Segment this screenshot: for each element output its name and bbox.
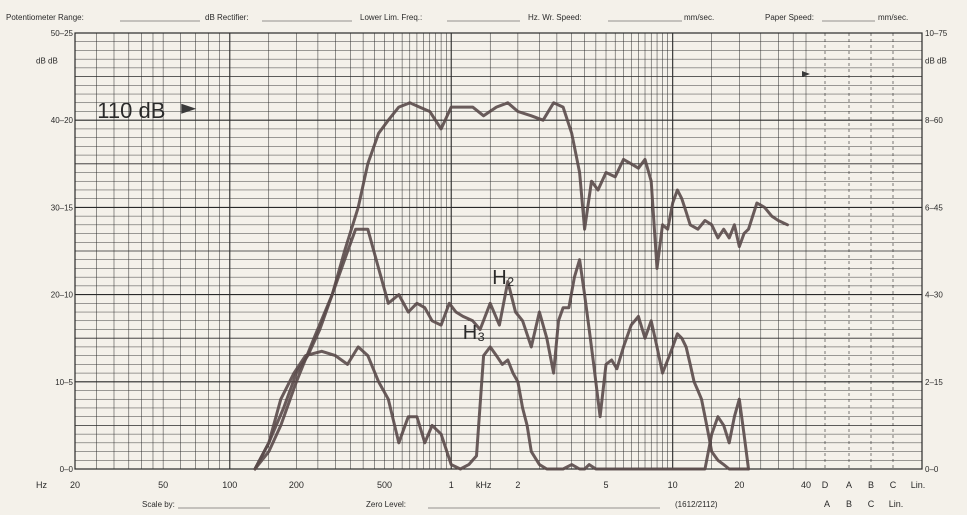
header-paper-speed: Paper Speed: [765, 13, 814, 22]
header-lower-lim-freq: Lower Lim. Freq.: [360, 13, 422, 22]
chart-grid [74, 32, 923, 470]
y-tick-label-left: 20–10 [51, 291, 74, 300]
x-tick-label: 20 [70, 480, 80, 490]
annotation-harmonic-label: H₃ [463, 322, 486, 344]
chart-annotations: 110 dB H₂ H₃ [97, 71, 810, 344]
x-tick-label: 2 [515, 480, 520, 490]
y-tick-label-right: 10–75 [925, 29, 948, 38]
weighting-label-bottom: C [868, 499, 875, 509]
series-line-2 [253, 227, 750, 471]
y-unit-right: dB dB [925, 57, 947, 66]
y-tick-label-left: 50–25 [51, 29, 74, 38]
x-tick-label: 10 [668, 480, 678, 490]
y-tick-label-right: 0–0 [925, 465, 939, 474]
weighting-label-bottom: A [824, 499, 830, 509]
weighting-label-bottom: Lin. [889, 499, 904, 509]
weighting-label-bottom: B [846, 499, 852, 509]
header-wr-speed-unit: mm/sec. [684, 13, 714, 22]
x-tick-label: 200 [289, 480, 304, 490]
x-tick-label: 100 [222, 480, 237, 490]
y-tick-label-left: 40–20 [51, 116, 74, 125]
x-tick-label: 5 [604, 480, 609, 490]
weighting-label-top: C [890, 480, 897, 490]
footer-code: (1612/2112) [675, 500, 718, 509]
annotation-harmonic-label: H₂ [492, 267, 514, 289]
y-tick-label-left: 0–0 [60, 465, 74, 474]
series-line-3 [253, 345, 750, 471]
y-tick-label-right: 2–15 [925, 378, 943, 387]
right-level-marker [802, 71, 810, 77]
x-tick-label: 50 [158, 480, 168, 490]
x-unit-label: Hz [36, 480, 47, 490]
footer-scale-by: Scale by: [142, 500, 175, 509]
annotation-110db: 110 dB [97, 98, 165, 123]
footer-zero-level: Zero Level: [366, 500, 406, 509]
header-row: Potentiometer Range: dB Rectifier: Lower… [6, 13, 908, 22]
weighting-label-top: D [822, 480, 829, 490]
series-line-1 [253, 101, 789, 471]
weighting-label-top: Lin. [911, 480, 926, 490]
footer-row: Scale by: Zero Level: (1612/2112) [142, 500, 718, 509]
header-db-rectifier: dB Rectifier: [205, 13, 249, 22]
weighting-label-top: A [846, 480, 852, 490]
x-tick-label: 40 [801, 480, 811, 490]
header-paper-speed-unit: mm/sec. [878, 13, 908, 22]
x-tick-label: 500 [377, 480, 392, 490]
y-tick-label-right: 6–45 [925, 203, 943, 212]
x-tick-label: 20 [734, 480, 744, 490]
y-tick-label-right: 8–60 [925, 116, 943, 125]
header-potentiometer-range: Potentiometer Range: [6, 13, 84, 22]
y-unit-left: dB dB [36, 57, 58, 66]
y-tick-label-left: 10–5 [55, 378, 73, 387]
y-tick-label-right: 4–30 [925, 291, 943, 300]
annotation-arrow [181, 103, 197, 114]
weighting-label-top: B [868, 480, 874, 490]
x-tick-label: 1 [449, 480, 454, 490]
chart-series [253, 101, 789, 471]
y-tick-label-left: 30–15 [51, 203, 74, 212]
x-tick-label: kHz [476, 480, 492, 490]
header-wr-speed: Hz. Wr. Speed: [528, 13, 582, 22]
